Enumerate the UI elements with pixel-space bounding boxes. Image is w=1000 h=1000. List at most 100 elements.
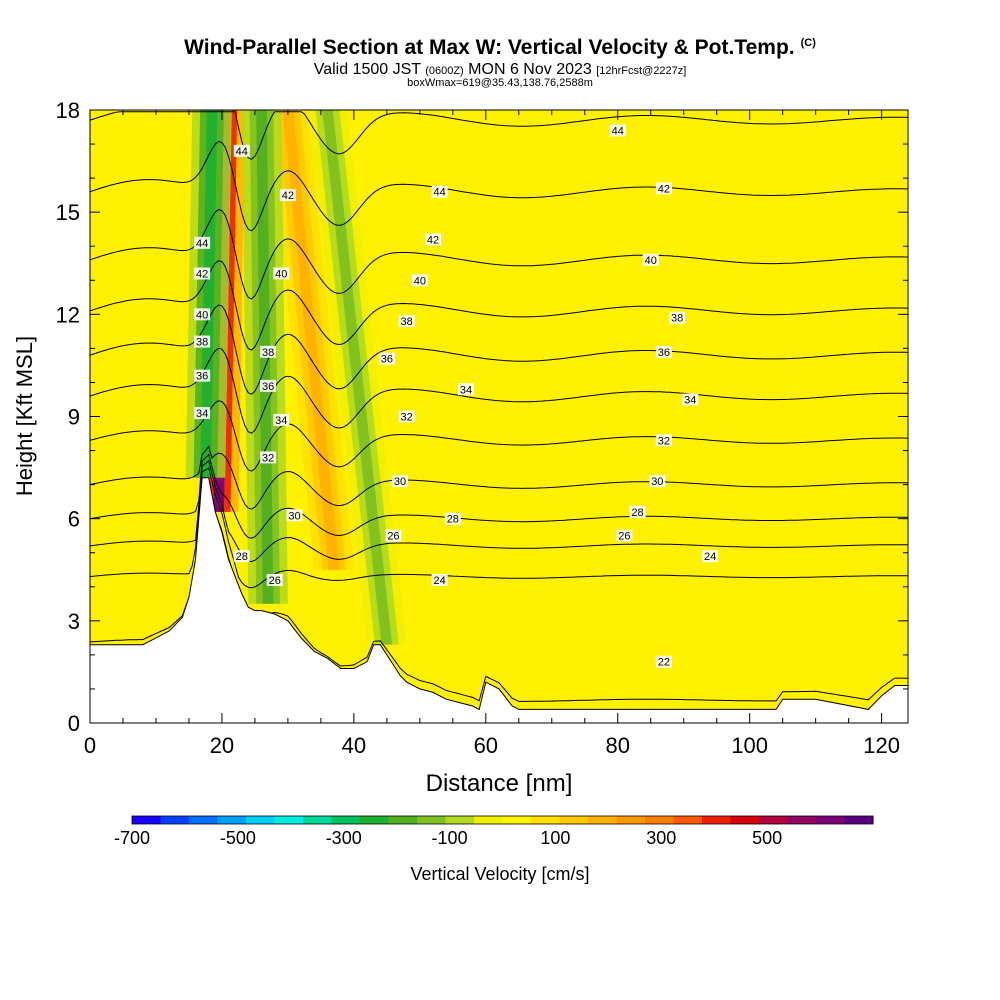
valid-time-line: Valid 1500 JST (0600Z) MON 6 Nov 2023 [1… <box>313 61 687 78</box>
contour-label: 42 <box>655 182 672 195</box>
x-tick-label: 80 <box>605 733 629 758</box>
colorbar-swatch <box>474 816 503 824</box>
contour-label: 28 <box>233 550 250 563</box>
colorbar-swatch <box>132 816 161 824</box>
contour-label-text: 24 <box>434 575 446 587</box>
theta-contour-24 <box>90 467 908 589</box>
colorbar-tick-label: -300 <box>326 828 362 848</box>
contour-label: 42 <box>425 233 442 246</box>
theta-contour-26 <box>90 460 908 563</box>
contour-label-text: 36 <box>658 347 670 359</box>
x-tick-label: 120 <box>863 733 900 758</box>
theta-contour-42 <box>90 140 908 232</box>
y-tick-label: 0 <box>68 711 80 736</box>
colorbar-label: Vertical Velocity [cm/s] <box>410 864 589 884</box>
contour-label-text: 42 <box>196 268 208 280</box>
contour-label: 26 <box>616 529 633 543</box>
colorbar-swatch <box>559 816 589 824</box>
contour-label: 30 <box>392 475 409 488</box>
theta-contour-28 <box>90 453 908 539</box>
colorbar-swatch <box>588 816 617 824</box>
colorbar-swatch <box>787 816 817 824</box>
colorbar-swatch <box>388 816 418 824</box>
velocity-band <box>200 110 218 478</box>
contour-label-text: 34 <box>460 384 472 396</box>
theta-contour-40 <box>90 209 908 300</box>
contour-label-text: 32 <box>658 435 670 447</box>
contour-label: 32 <box>260 451 277 464</box>
contour-label: 38 <box>260 345 277 359</box>
contour-label-text: 28 <box>236 551 248 563</box>
colorbar-swatch <box>702 816 731 824</box>
contour-label-text: 30 <box>651 476 663 488</box>
contour-label-text: 38 <box>196 337 208 349</box>
contour-label: 42 <box>279 189 296 202</box>
contour-label-text: 42 <box>282 190 294 202</box>
contour-label: 22 <box>655 655 672 669</box>
contour-label-text: 44 <box>236 146 248 158</box>
contour-label-text: 32 <box>401 412 413 424</box>
y-axis-label: Height [Kft MSL] <box>12 336 37 496</box>
contour-label: 38 <box>398 315 415 328</box>
chart-title: Wind-Parallel Section at Max W: Vertical… <box>184 36 816 59</box>
contour-label: 30 <box>649 475 666 488</box>
contour-label: 32 <box>655 434 672 447</box>
colorbar-frame <box>131 815 874 825</box>
contour-label-text: 34 <box>196 408 208 420</box>
contour-label-text: 40 <box>275 268 287 280</box>
colorbar-swatch <box>730 816 760 824</box>
colorbar-swatch <box>645 816 674 824</box>
y-tick-label: 18 <box>56 98 80 123</box>
colorbar-swatch <box>160 816 190 824</box>
theta-contour-36 <box>90 304 908 395</box>
contour-label: 26 <box>385 529 402 543</box>
contour-label: 38 <box>669 311 686 325</box>
contour-label-text: 38 <box>262 347 274 359</box>
contour-label: 44 <box>431 185 448 199</box>
contour-label: 34 <box>273 413 290 427</box>
box-info-line: boxWmax=619@35.43,138.76,2588m <box>407 77 593 89</box>
contour-label-text: 32 <box>262 452 274 464</box>
contour-label: 34 <box>194 407 211 420</box>
contour-label-text: 28 <box>631 507 643 519</box>
contour-label-text: 30 <box>394 476 406 488</box>
colorbar: -700 -500 -300 -100 100 300 500 <box>114 815 874 848</box>
colorbar-swatch <box>502 816 532 824</box>
colorbar-swatch <box>246 816 275 824</box>
contour-label: 24 <box>431 573 448 587</box>
colorbar-swatch <box>417 816 446 824</box>
x-tick-label: 60 <box>474 733 498 758</box>
contour-label-text: 44 <box>196 238 208 250</box>
contour-label-text: 38 <box>671 313 683 325</box>
contour-label-text: 30 <box>288 510 300 522</box>
theta-contour-44 <box>90 111 908 160</box>
contour-label: 36 <box>655 345 672 359</box>
colorbar-swatch <box>189 816 218 824</box>
contour-label: 42 <box>194 267 211 280</box>
colorbar-swatch <box>445 816 475 824</box>
theta-contour-32 <box>90 400 908 472</box>
contour-label: 26 <box>266 573 283 587</box>
colorbar-swatch <box>844 816 874 824</box>
colorbar-swatch <box>274 816 304 824</box>
contour-label-text: 28 <box>447 514 459 526</box>
colorbar-swatch <box>759 816 788 824</box>
theta-contour-38 <box>90 260 908 351</box>
contour-label: 34 <box>458 383 475 396</box>
contour-label-text: 40 <box>645 255 657 267</box>
colorbar-swatch <box>217 816 247 824</box>
colorbar-tick-label: -100 <box>432 828 468 848</box>
x-tick-label: 100 <box>731 733 768 758</box>
contour-label: 40 <box>194 308 211 321</box>
contour-label: 44 <box>233 144 250 158</box>
contour-label: 36 <box>260 379 277 393</box>
colorbar-swatch <box>360 816 389 824</box>
contour-label: 44 <box>609 124 626 137</box>
y-tick-label: 3 <box>68 609 80 634</box>
contour-label: 30 <box>286 509 303 522</box>
contour-label-text: 26 <box>387 531 399 543</box>
y-tick-label: 6 <box>68 507 80 532</box>
contour-label: 38 <box>194 335 211 349</box>
contour-label-text: 44 <box>612 125 624 137</box>
